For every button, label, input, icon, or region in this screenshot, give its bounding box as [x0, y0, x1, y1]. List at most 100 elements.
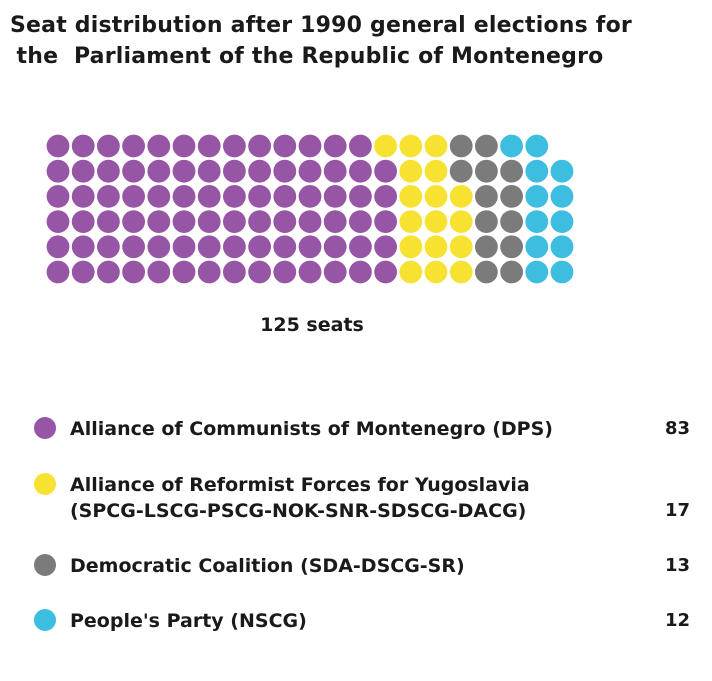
seat-dot [273, 210, 297, 234]
seat-dot [71, 260, 95, 284]
legend-swatch-democratic-coalition [34, 554, 56, 576]
seat-dot [71, 159, 95, 183]
seat-dot [349, 134, 372, 158]
seat-dot [449, 235, 473, 259]
seat-dot [550, 210, 574, 234]
seat-dot [248, 235, 271, 259]
seat-dot [197, 185, 221, 208]
seat-dot [449, 210, 473, 234]
legend-count-democratic-coalition: 13 [664, 555, 690, 576]
seat-dot [349, 235, 372, 259]
seat-dot [172, 260, 196, 284]
seat-dot [525, 210, 549, 234]
seat-dot [374, 235, 397, 259]
seat-dot [449, 185, 473, 208]
seat-dot [223, 260, 246, 284]
seat-dot [248, 159, 271, 183]
legend-label-reformists-line-2: (SPCG-LSCG-PSCG-NOK-SNR-SDSCG-DACG) [70, 500, 527, 522]
legend-label-reformists-line-1: Alliance of Reformist Forces for Yugosla… [70, 474, 530, 496]
legend-swatch-peoples-party [34, 609, 56, 631]
seat-dot [172, 235, 196, 259]
seat-dot [197, 210, 221, 234]
seat-dot [46, 185, 70, 208]
seat-dot [46, 260, 70, 284]
seat-dot [399, 260, 423, 284]
legend-label-peoples-party-line-1: People's Party (NSCG) [70, 610, 307, 632]
legend-swatch-reformists [34, 473, 56, 495]
seat-dot [197, 159, 221, 183]
seat-dot [323, 134, 347, 158]
seat-dot [298, 159, 322, 183]
seat-dot [248, 260, 271, 284]
seat-dot [298, 260, 322, 284]
seat-dot [349, 260, 372, 284]
seat-dot [374, 134, 397, 158]
legend-label-democratic-coalition-line-1: Democratic Coalition (SDA-DSCG-SR) [70, 555, 465, 577]
seat-dot [323, 159, 347, 183]
seat-dot [248, 185, 271, 208]
seat-dot [349, 159, 372, 183]
seat-dot [223, 159, 246, 183]
legend-count-reformists: 17 [664, 500, 690, 521]
seat-dot [323, 235, 347, 259]
seat-dot [223, 210, 246, 234]
chart-title: Seat distribution after 1990 general ele… [10, 10, 632, 72]
seat-dot [223, 235, 246, 259]
seat-dot [475, 260, 498, 284]
seat-dot [97, 260, 120, 284]
seat-dot [525, 260, 549, 284]
seat-dot [475, 185, 498, 208]
legend-swatch-dps [34, 417, 56, 439]
seat-dot [550, 185, 574, 208]
seat-dot [424, 210, 448, 234]
legend-label-democratic-coalition: Democratic Coalition (SDA-DSCG-SR) [70, 553, 610, 579]
seat-dot [197, 134, 221, 158]
seat-dot [475, 159, 498, 183]
seat-dot [248, 134, 271, 158]
seat-dot [475, 235, 498, 259]
seat-dot [97, 210, 120, 234]
chart-title-line-2: the Parliament of the Republic of Monten… [16, 44, 604, 69]
legend-label-dps-line-1: Alliance of Communists of Montenegro (DP… [70, 418, 553, 440]
seat-dot [46, 134, 70, 158]
seat-dot [475, 210, 498, 234]
seat-dot [147, 134, 171, 158]
seat-dot [46, 210, 70, 234]
seat-dot [97, 185, 120, 208]
seat-dot [323, 260, 347, 284]
seat-dot [525, 185, 549, 208]
seat-dot [46, 159, 70, 183]
seat-dot [273, 159, 297, 183]
seat-dot [122, 159, 145, 183]
seat-dot [500, 185, 523, 208]
seat-dot [399, 185, 423, 208]
legend-count-dps: 83 [664, 418, 690, 439]
seat-dot [500, 260, 523, 284]
seat-dot [147, 159, 171, 183]
seat-dot [449, 134, 473, 158]
seat-dot [399, 235, 423, 259]
seat-dot [550, 159, 574, 183]
seat-dot [349, 210, 372, 234]
seat-dot [97, 235, 120, 259]
seat-dot [399, 159, 423, 183]
seat-dot [71, 210, 95, 234]
seat-dot [424, 159, 448, 183]
seat-dot [349, 185, 372, 208]
seat-dot [122, 210, 145, 234]
seat-dot [71, 134, 95, 158]
seat-dot [525, 159, 549, 183]
seat-dot [197, 260, 221, 284]
seat-dot [97, 134, 120, 158]
seat-dot [122, 235, 145, 259]
seat-dot [97, 159, 120, 183]
seat-dot [298, 210, 322, 234]
seat-dot [424, 134, 448, 158]
total-seats-label: 125 seats [260, 314, 364, 336]
seat-dot [71, 235, 95, 259]
seat-dot [525, 235, 549, 259]
seat-dot [147, 210, 171, 234]
seat-dot [122, 134, 145, 158]
seat-dot [298, 134, 322, 158]
seat-dot [46, 235, 70, 259]
